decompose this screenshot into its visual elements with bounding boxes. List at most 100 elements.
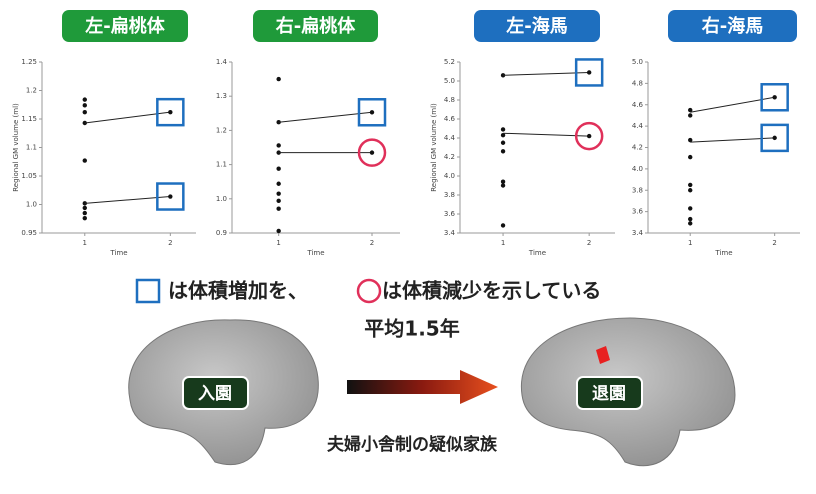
data-point [688,182,693,188]
data-point [82,109,87,115]
x-axis-label: Time [109,249,127,257]
data-point [688,154,693,160]
x-tick-label: 2 [772,239,776,247]
y-tick-label: 3.8 [632,186,643,194]
data-point [500,149,506,154]
increase-marker [156,182,185,211]
change-spot [596,346,610,364]
y-tick-label: 1.1 [26,144,37,152]
data-point [688,113,693,118]
y-tick-label: 1.0 [26,201,37,209]
legend-decrease: は体積減少を示している [382,279,601,303]
y-tick-label: 5.2 [444,58,455,66]
duration: 平均1.5年 [364,317,459,341]
increase-marker [760,123,789,153]
title-pill [668,10,797,42]
y-tick-label: 5.0 [444,77,455,85]
decrease-marker [574,121,604,151]
data-point [82,205,87,211]
data-point [688,206,693,211]
data-point [688,137,693,143]
y-axis-label: Regional GM volume (ml) [430,103,438,192]
legend-square [135,278,161,304]
after-label: 退園 [592,384,626,404]
title-pill [474,10,600,42]
y-axis-label: Regional GM volume (ml) [12,103,20,192]
y-tick-label: 1.2 [216,126,227,134]
change-line [503,71,590,76]
data-point [82,103,87,108]
data-point [82,215,87,221]
chart-title: 左-扁桃体 [85,15,165,37]
y-tick-label: 3.8 [444,191,455,199]
y-tick-label: 5.0 [632,58,643,66]
change-line [503,132,590,137]
increase-marker [156,97,185,127]
x-axis-label: Time [528,249,546,257]
data-point [688,221,693,226]
data-point [82,210,87,216]
data-point [276,206,281,211]
y-tick-label: 1.2 [26,87,37,95]
y-tick-label: 4.8 [632,79,643,87]
legend-increase: は体積増加を、 [168,279,308,303]
y-tick-label: 4.4 [632,122,644,130]
label-box [576,376,643,410]
data-point [276,150,281,155]
x-tick-label: 2 [168,239,172,247]
x-axis-label: Time [714,249,732,257]
data-point [82,97,87,102]
y-tick-label: 4.0 [444,172,455,180]
data-point [688,107,693,113]
legend-circle [356,278,382,304]
chart-title: 右-扁桃体 [276,15,356,37]
data-point [688,216,693,222]
change-line [84,111,171,124]
y-tick-label: 1.1 [216,161,227,169]
data-point [500,179,506,184]
increase-marker [574,58,604,87]
data-point [276,76,281,82]
data-point [276,181,281,186]
data-point [276,143,281,148]
data-point [276,228,281,234]
y-tick-label: 0.95 [21,229,37,237]
data-point [276,119,281,125]
increase-marker [760,83,789,112]
y-tick-label: 3.4 [632,229,644,237]
end-point [369,110,375,115]
y-tick-label: 3.6 [444,210,456,218]
y-tick-label: 1.4 [216,58,228,66]
end-point [586,70,592,75]
data-point [688,188,693,193]
y-tick-label: 4.6 [632,101,644,109]
end-point [168,194,173,199]
x-axis-label: Time [306,249,324,257]
end-point [168,109,173,115]
data-point [500,223,506,228]
title-pill [253,10,378,42]
chart-title: 右-海馬 [702,15,763,37]
chart-title: 左-海馬 [506,15,567,37]
before-label: 入園 [198,384,232,404]
x-tick-label: 2 [587,239,591,247]
end-point [772,95,777,100]
data-point [276,166,281,171]
label-box [182,376,249,410]
data-point [500,140,506,145]
change-line [278,111,373,123]
title-pill [62,10,188,42]
y-tick-label: 4.6 [444,115,456,123]
y-tick-label: 1.3 [216,92,227,100]
y-tick-label: 1.15 [21,115,37,123]
end-point [772,135,777,141]
y-tick-label: 3.6 [632,208,644,216]
y-tick-label: 1.25 [21,58,37,66]
data-point [500,132,506,138]
change-line [84,196,171,204]
caption: 夫婦小舎制の疑似家族 [327,434,498,455]
data-point [500,127,506,132]
arrow [347,370,498,404]
